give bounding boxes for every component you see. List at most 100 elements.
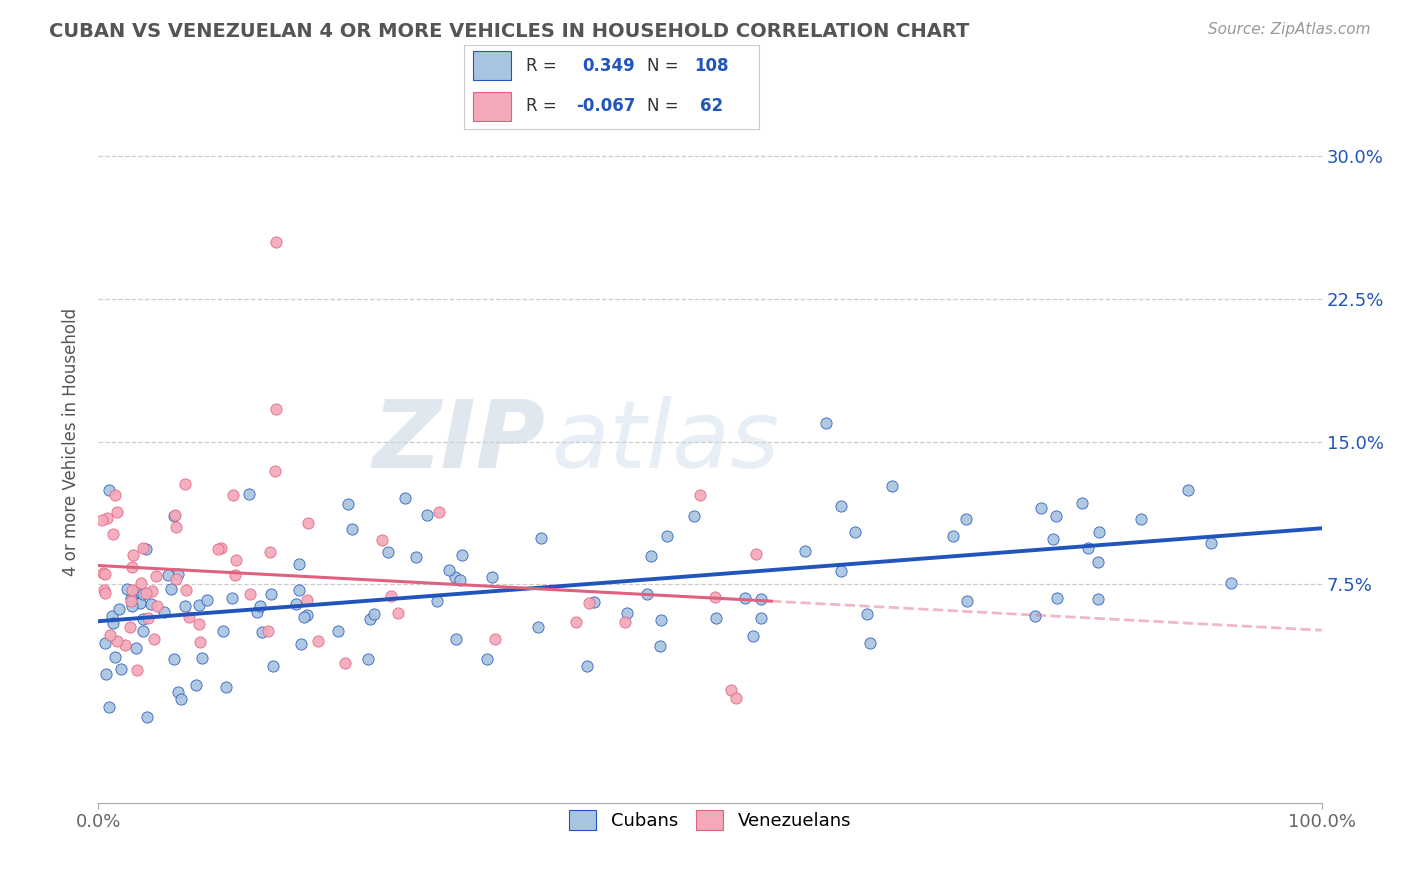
Point bbox=[187, 599, 209, 613]
Point bbox=[427, 505, 450, 519]
Text: N =: N = bbox=[647, 57, 683, 75]
Point bbox=[636, 587, 658, 601]
Point bbox=[188, 635, 211, 649]
Text: CUBAN VS VENEZUELAN 4 OR MORE VEHICLES IN HOUSEHOLD CORRELATION CHART: CUBAN VS VENEZUELAN 4 OR MORE VEHICLES I… bbox=[49, 22, 970, 41]
Point bbox=[263, 464, 285, 478]
Point bbox=[97, 700, 120, 714]
Point bbox=[215, 680, 238, 694]
Point bbox=[288, 557, 311, 571]
Text: R =: R = bbox=[526, 57, 562, 75]
Point bbox=[387, 606, 409, 620]
Point bbox=[103, 615, 125, 630]
Legend: Cubans, Venezuelans: Cubans, Venezuelans bbox=[562, 803, 858, 837]
Text: 108: 108 bbox=[695, 57, 728, 75]
Point bbox=[260, 586, 283, 600]
Point bbox=[288, 582, 311, 597]
Point bbox=[174, 476, 197, 491]
Point bbox=[207, 542, 229, 557]
Point bbox=[104, 650, 127, 665]
Point bbox=[583, 595, 606, 609]
Point bbox=[174, 583, 197, 598]
Point bbox=[209, 541, 232, 555]
Point bbox=[190, 650, 212, 665]
Point bbox=[640, 549, 662, 563]
Point bbox=[114, 638, 136, 652]
Point bbox=[138, 611, 160, 625]
Point bbox=[292, 610, 315, 624]
Point bbox=[526, 620, 548, 634]
Point bbox=[221, 591, 243, 606]
Point bbox=[121, 560, 143, 574]
Point bbox=[108, 601, 131, 615]
Point bbox=[648, 639, 671, 653]
Point bbox=[163, 652, 186, 666]
Point bbox=[285, 597, 308, 611]
Point bbox=[222, 488, 245, 502]
Point bbox=[188, 617, 211, 632]
Point bbox=[426, 594, 449, 608]
Point bbox=[405, 549, 427, 564]
Point bbox=[121, 548, 143, 562]
Point bbox=[530, 531, 553, 545]
Point bbox=[359, 612, 381, 626]
Point bbox=[121, 599, 143, 614]
Point bbox=[290, 637, 312, 651]
Point bbox=[1046, 591, 1069, 605]
Point bbox=[132, 624, 155, 639]
Point bbox=[177, 610, 200, 624]
Point bbox=[101, 526, 124, 541]
Point bbox=[451, 548, 474, 562]
Point bbox=[97, 483, 120, 498]
Point bbox=[264, 235, 287, 249]
Point bbox=[794, 544, 817, 558]
Point bbox=[165, 572, 187, 586]
Point bbox=[742, 628, 765, 642]
Point bbox=[751, 611, 773, 625]
Point bbox=[153, 605, 176, 619]
Point bbox=[238, 487, 260, 501]
Bar bbox=[472, 92, 512, 120]
Point bbox=[830, 564, 852, 578]
Point bbox=[93, 582, 115, 597]
Point bbox=[93, 635, 115, 649]
Point bbox=[856, 607, 879, 621]
Point bbox=[250, 625, 273, 640]
Text: 62: 62 bbox=[700, 97, 723, 115]
Point bbox=[131, 611, 153, 625]
Point bbox=[371, 533, 394, 548]
Point bbox=[377, 545, 399, 559]
Point bbox=[475, 652, 498, 666]
Point bbox=[129, 575, 152, 590]
Point bbox=[169, 691, 191, 706]
Point bbox=[326, 624, 349, 639]
Point bbox=[125, 663, 148, 677]
Point bbox=[724, 691, 747, 706]
Point bbox=[650, 613, 672, 627]
Text: N =: N = bbox=[647, 97, 683, 115]
Point bbox=[94, 567, 117, 582]
Point bbox=[94, 585, 117, 599]
Point bbox=[830, 499, 852, 513]
Point bbox=[105, 634, 128, 648]
Point bbox=[142, 632, 165, 647]
Point bbox=[160, 582, 183, 596]
Point bbox=[481, 570, 503, 584]
Point bbox=[163, 508, 186, 522]
Point bbox=[125, 585, 148, 599]
Point bbox=[139, 598, 162, 612]
Point bbox=[135, 541, 157, 556]
Point bbox=[125, 640, 148, 655]
Text: ZIP: ZIP bbox=[373, 395, 546, 488]
Point bbox=[616, 606, 638, 620]
Point bbox=[1177, 483, 1199, 497]
Point bbox=[259, 545, 281, 559]
Point bbox=[1042, 532, 1064, 546]
Point bbox=[98, 628, 121, 642]
Point bbox=[184, 678, 207, 692]
Point bbox=[614, 615, 637, 630]
Point bbox=[135, 586, 157, 600]
Point bbox=[157, 568, 180, 582]
Point bbox=[163, 509, 186, 524]
Point bbox=[136, 710, 159, 724]
Point bbox=[146, 599, 169, 614]
